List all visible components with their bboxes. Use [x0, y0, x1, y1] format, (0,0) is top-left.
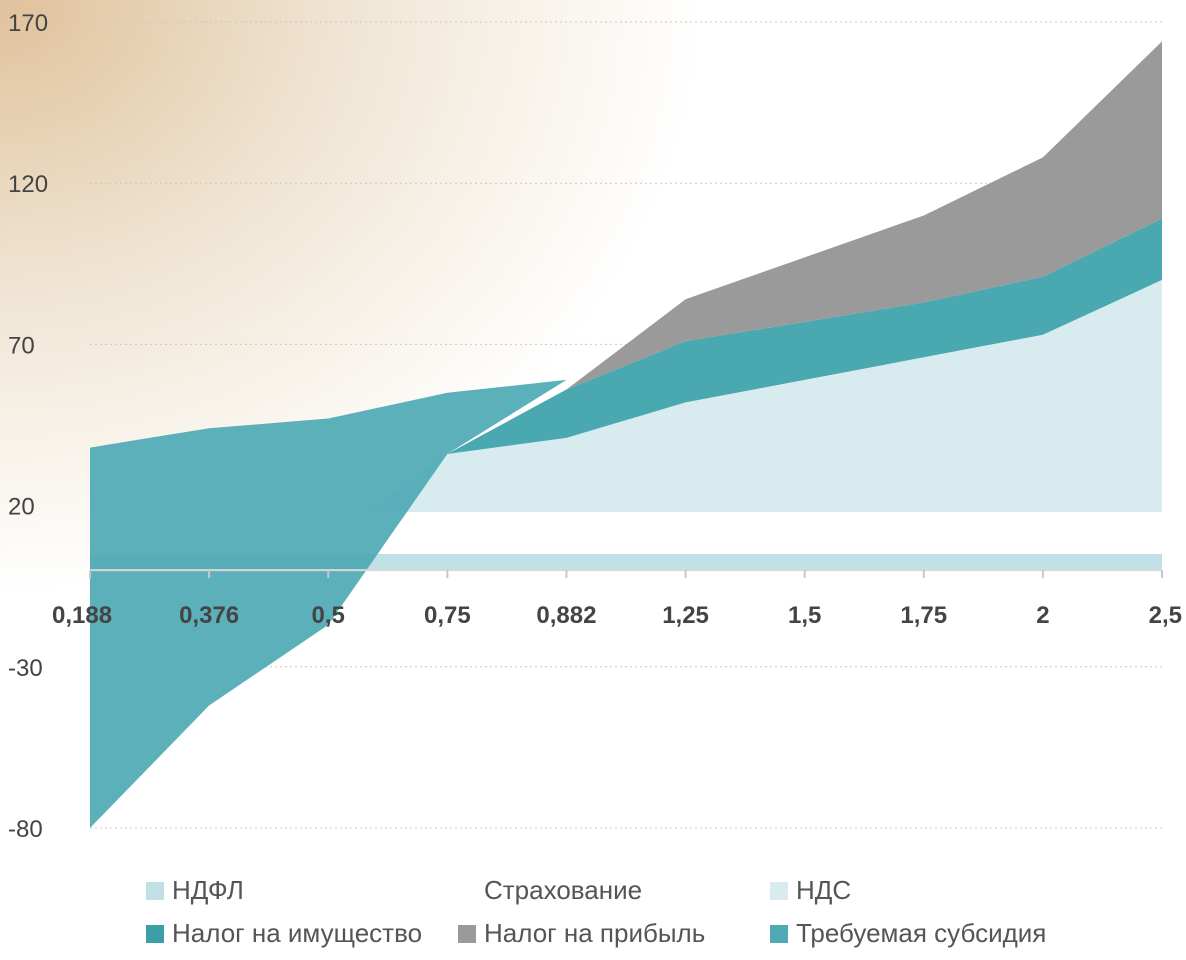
legend-label-ndfl: НДФЛ [172, 875, 244, 905]
legend-item-subsidy: Требуемая субсидия [770, 918, 1046, 949]
legend-label-subsidy: Требуемая субсидия [796, 918, 1047, 948]
legend-swatch-insurance [458, 881, 476, 900]
x-tick-label-6: 1,5 [788, 602, 821, 629]
legend-label-profit-tax: Налог на прибыль [484, 918, 706, 948]
legend-swatch-profit-tax [458, 924, 476, 943]
area-subsidy [90, 379, 567, 828]
area-vat [368, 279, 1162, 513]
y-tick-label-4: -30 [8, 655, 43, 682]
legend-label-vat: НДС [796, 875, 852, 905]
legend-label-property-tax: Налог на имущество [172, 918, 423, 948]
x-axis [89, 569, 1163, 579]
legend-item-property-tax: Налог на имущество [146, 918, 422, 949]
legend-label-insurance: Страхование [484, 875, 643, 905]
x-tick-label-4: 0,882 [536, 602, 596, 629]
x-tick-label-2: 0,5 [312, 602, 345, 629]
area-profit-tax [566, 41, 1162, 390]
y-tick-label-2: 70 [8, 332, 35, 359]
x-axis-ticks: 0,188 0,376 0,5 0,75 0,882 1,25 1,5 1,75 2 2,5 [52, 602, 1182, 629]
y-tick-label-0: 170 [8, 10, 48, 37]
x-tick-label-8: 2 [1036, 602, 1049, 629]
legend-item-insurance: Страхование [458, 875, 642, 906]
legend-swatch-property-tax [146, 924, 164, 943]
legend-swatch-ndfl [146, 881, 164, 900]
y-tick-label-5: -80 [8, 816, 43, 843]
y-tick-label-1: 120 [8, 171, 48, 198]
x-tick-label-0: 0,188 [52, 602, 112, 629]
legend-item-vat: НДС [770, 875, 851, 906]
x-tick-label-5: 1,25 [662, 602, 709, 629]
x-tick-label-3: 0,75 [424, 602, 471, 629]
y-axis-ticks: 170 120 70 20 -30 -80 [8, 10, 48, 843]
x-tick-label-1: 0,376 [179, 602, 239, 629]
area-property-tax [447, 218, 1162, 455]
y-tick-label-3: 20 [8, 494, 35, 521]
x-tick-label-9: 2,5 [1149, 602, 1182, 629]
legend-item-ndfl: НДФЛ [146, 875, 244, 906]
legend-swatch-subsidy [770, 924, 788, 943]
series-areas [90, 41, 1162, 828]
legend-item-profit-tax: Налог на прибыль [458, 918, 705, 949]
x-tick-label-7: 1,75 [900, 602, 947, 629]
legend-swatch-vat [770, 881, 788, 900]
